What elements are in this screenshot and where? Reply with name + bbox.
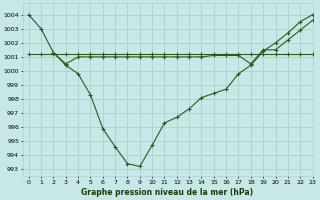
X-axis label: Graphe pression niveau de la mer (hPa): Graphe pression niveau de la mer (hPa) xyxy=(82,188,254,197)
